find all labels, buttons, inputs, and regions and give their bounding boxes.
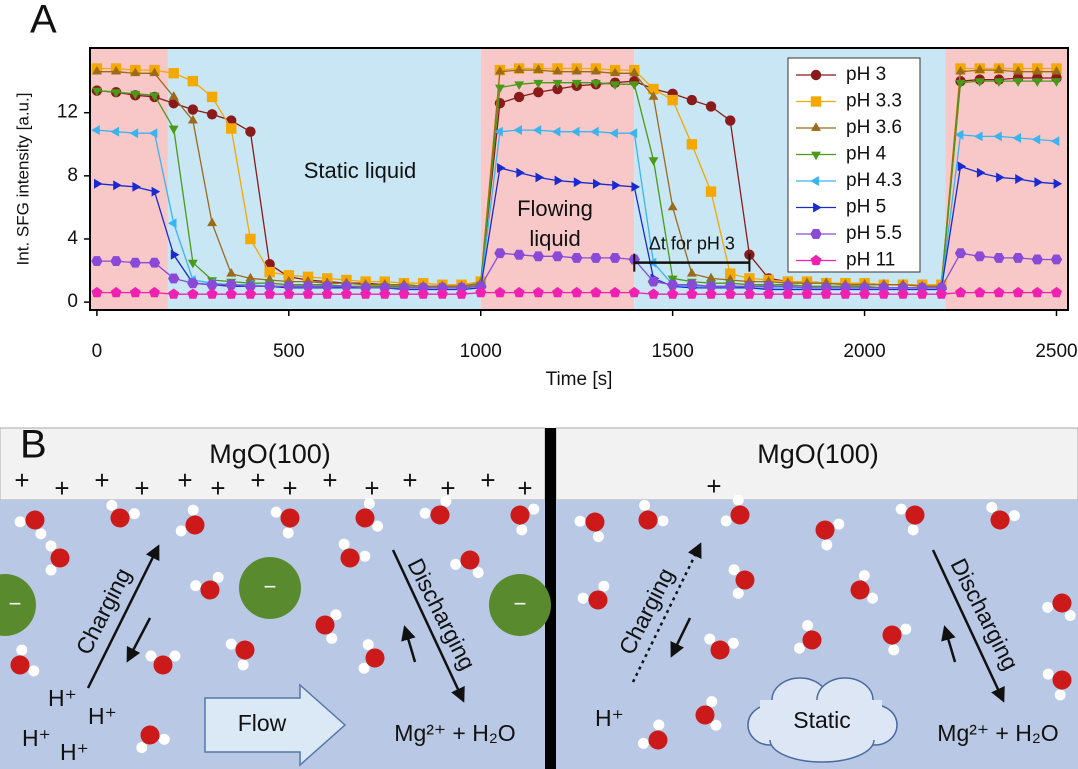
surface-label: MgO(100) — [757, 439, 879, 469]
diagram-panel: B MgO(100) MgO(100) Flow Static Mg²⁺ + H… — [0, 423, 1078, 769]
surface-charge: + — [177, 465, 192, 495]
water-hydrogen — [146, 651, 157, 662]
surface-charge: + — [134, 473, 149, 503]
data-point — [245, 234, 255, 244]
anion-charge: − — [264, 574, 277, 599]
data-point — [207, 109, 217, 119]
water-oxygen — [154, 656, 173, 675]
surface-charge: + — [402, 465, 417, 495]
proton-label: H⁺ — [595, 705, 624, 731]
anion-charge: − — [9, 591, 22, 616]
static-label: Static — [793, 707, 851, 733]
anion-charge: − — [514, 591, 527, 616]
region — [90, 48, 168, 310]
surface-charge: + — [210, 473, 225, 503]
legend-label: pH 3 — [846, 64, 886, 85]
products-label: Mg²⁺ + H₂O — [937, 720, 1058, 746]
data-point — [667, 95, 677, 105]
proton-label: H⁺ — [48, 685, 77, 711]
proton-label: H⁺ — [88, 703, 117, 729]
water-oxygen — [51, 549, 70, 568]
data-point — [706, 186, 716, 196]
x-tick-label: 2500 — [1035, 341, 1077, 362]
annotation: Static liquid — [304, 158, 417, 183]
data-point — [725, 115, 735, 125]
water-hydrogen — [170, 651, 181, 662]
data-point — [207, 92, 217, 102]
y-axis-title: Int. SFG intensity [a.u.] — [13, 93, 32, 266]
water-hydrogen — [46, 565, 57, 576]
legend-label: pH 3.6 — [846, 117, 902, 138]
x-tick-label: 1000 — [460, 341, 502, 362]
surface-charge: + — [322, 465, 337, 495]
surface-charge: + — [282, 473, 297, 503]
water-hydrogen — [46, 541, 57, 552]
delta-t-label: Δt for pH 3 — [649, 233, 735, 253]
x-tick-label: 500 — [273, 341, 305, 362]
surface-charge: + — [14, 465, 29, 495]
products-label: Mg²⁺ + H₂O — [394, 720, 515, 746]
y-tick-label: 0 — [67, 291, 78, 312]
legend-marker — [811, 70, 821, 80]
data-point — [687, 95, 697, 105]
legend: pH 3 pH 3.3 pH 3.6 pH 4 pH 4.3 pH 5 pH 5.5 pH 1… — [788, 58, 920, 272]
data-point — [168, 68, 178, 78]
y-tick-label: 8 — [67, 165, 78, 186]
legend-label: pH 4 — [846, 144, 887, 165]
surface-charge: + — [54, 473, 69, 503]
figure: A Static liquid Flowing liquid 0 4 8 12 0 500 1000… — [0, 0, 1078, 769]
legend-label: pH 5 — [846, 197, 886, 218]
proton-label: H⁺ — [60, 739, 89, 765]
y-tick-label: 12 — [57, 102, 78, 123]
legend-label: pH 3.3 — [846, 91, 902, 112]
legend-marker — [811, 96, 821, 106]
y-tick-label: 4 — [67, 228, 78, 249]
surface-charge: + — [364, 473, 379, 503]
surface-label: MgO(100) — [209, 439, 331, 469]
x-axis-title: Time [s] — [546, 369, 613, 390]
data-point — [706, 101, 716, 111]
data-point — [226, 123, 236, 133]
legend-label: pH 4.3 — [846, 170, 902, 191]
surface-charge: + — [517, 473, 532, 503]
panel-label: A — [30, 0, 57, 42]
x-tick-label: 2000 — [843, 341, 885, 362]
annotation: liquid — [529, 226, 580, 251]
surface-charge: + — [250, 465, 265, 495]
proton-label: H⁺ — [22, 725, 51, 751]
flow-label: Flow — [238, 710, 287, 736]
x-tick-label: 1500 — [652, 341, 694, 362]
data-point — [533, 87, 543, 97]
surface-charge: + — [480, 465, 495, 495]
annotation: Flowing — [517, 196, 593, 221]
surface-charge: + — [706, 471, 721, 501]
legend-label: pH 5.5 — [846, 223, 902, 244]
legend-label: pH 11 — [846, 250, 895, 271]
x-tick-label: 0 — [92, 341, 103, 362]
panel-label: B — [20, 423, 47, 467]
data-point — [514, 92, 524, 102]
data-point — [687, 139, 697, 149]
data-point — [188, 76, 198, 86]
data-point — [245, 126, 255, 136]
surface-charge: + — [94, 465, 109, 495]
region — [945, 48, 1068, 310]
data-point — [188, 104, 198, 114]
chart-panel: A Static liquid Flowing liquid 0 4 8 12 0 500 1000… — [13, 0, 1077, 390]
